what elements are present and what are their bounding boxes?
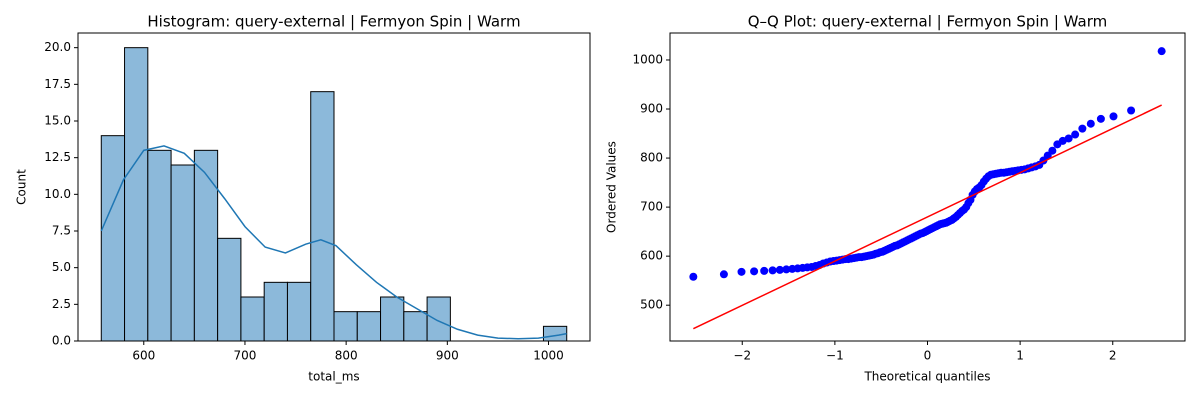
y-tick-label: 10.0: [44, 187, 71, 201]
point: [775, 265, 784, 274]
bar: [217, 237, 242, 342]
point: [719, 270, 728, 279]
y-tick-label: 700: [640, 200, 663, 214]
x-tick-label: 1: [1016, 349, 1024, 363]
point: [689, 272, 698, 281]
y-tick-label: 500: [640, 298, 663, 312]
y-tick-label: 7.5: [52, 224, 71, 238]
bar: [310, 91, 335, 342]
point: [1086, 119, 1095, 128]
x-tick-label: −2: [733, 349, 751, 363]
y-tick-label: 900: [640, 102, 663, 116]
chart-title: Histogram: query-external | Fermyon Spin…: [147, 13, 520, 31]
point: [760, 266, 769, 275]
point: [750, 267, 759, 276]
point: [1078, 124, 1087, 133]
point: [1048, 146, 1057, 155]
x-tick-label: −1: [826, 349, 844, 363]
x-tick-label: 800: [335, 349, 358, 363]
fit-line: [693, 104, 1162, 330]
point: [1109, 112, 1118, 121]
y-tick-label: 800: [640, 151, 663, 165]
kde-curve: [100, 145, 567, 340]
bar: [403, 311, 428, 342]
bar: [426, 296, 451, 342]
chart-title: Q–Q Plot: query-external | Fermyon Spin …: [748, 13, 1108, 31]
y-tick-label: 600: [640, 249, 663, 263]
y-axis-label: Count: [15, 169, 29, 205]
y-tick-label: 2.5: [52, 297, 71, 311]
y-tick-label: 20.0: [44, 40, 71, 54]
x-axis-label: total_ms: [308, 370, 359, 384]
x-tick-label: 1000: [533, 349, 564, 363]
bar: [263, 281, 288, 342]
bar: [240, 296, 265, 342]
y-tick-label: 12.5: [44, 150, 71, 164]
bar: [124, 47, 149, 342]
bar: [170, 164, 195, 342]
axes-frame: [669, 32, 1186, 342]
bar: [100, 135, 126, 342]
x-tick-label: 600: [132, 349, 155, 363]
point: [1157, 47, 1166, 56]
point: [768, 266, 777, 275]
point: [782, 265, 791, 274]
x-tick-label: 700: [234, 349, 257, 363]
bar: [356, 311, 382, 342]
y-tick-label: 0.0: [52, 334, 71, 348]
y-tick-label: 5.0: [52, 260, 71, 274]
point: [1096, 114, 1105, 123]
x-tick-label: 900: [436, 349, 459, 363]
y-tick-label: 1000: [632, 52, 663, 66]
bar: [286, 281, 312, 342]
point: [1127, 106, 1136, 115]
bar: [333, 311, 358, 342]
bar: [380, 296, 405, 342]
x-axis-label: Theoretical quantiles: [863, 370, 990, 384]
point: [1071, 130, 1080, 139]
y-axis-label: Ordered Values: [605, 141, 619, 233]
bar: [147, 149, 172, 342]
axes-frame: [77, 32, 591, 342]
bar: [193, 149, 219, 342]
x-tick-label: 2: [1109, 349, 1117, 363]
x-tick-label: 0: [924, 349, 932, 363]
y-tick-label: 17.5: [44, 77, 71, 91]
y-tick-label: 15.0: [44, 114, 71, 128]
point: [737, 267, 746, 276]
point: [1064, 134, 1073, 143]
